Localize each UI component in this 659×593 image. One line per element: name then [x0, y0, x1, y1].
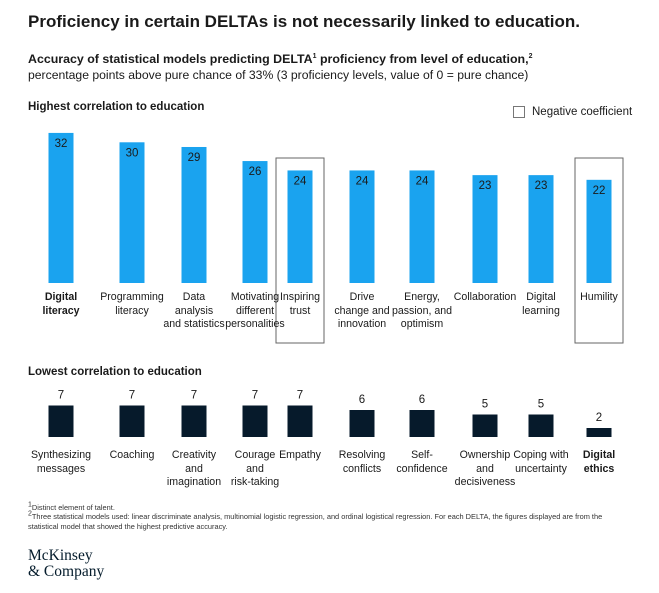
low-label-self-confidence: Self- confidence — [396, 449, 448, 475]
footnote-2-marker: 2 — [28, 510, 32, 518]
high-value-data-analysis: 29 — [188, 152, 201, 164]
high-bar-drive-change — [349, 170, 375, 283]
high-bar-programming-literacy — [119, 142, 145, 283]
low-bar-synthesizing — [48, 405, 74, 437]
low-value-self-confidence: 6 — [419, 394, 425, 406]
low-bar-courage — [242, 405, 268, 437]
subtitle-footnote-marker-1: 1 — [312, 52, 317, 60]
footnote-1-marker: 1 — [28, 501, 32, 509]
low-label-resolving-conflicts: Resolving conflicts — [338, 449, 386, 475]
high-value-programming-literacy: 30 — [126, 147, 139, 159]
low-bar-self-confidence — [409, 410, 435, 437]
high-value-humility: 22 — [593, 185, 606, 197]
low-value-coaching: 7 — [129, 390, 135, 402]
legend-swatch-negative — [513, 106, 525, 118]
bar-charts: 32 30 29 26 24 24 24 23 23 22 7 7 7 7 7 6 6 5 5 2 — [48, 132, 624, 437]
high-value-energy-passion: 24 — [416, 175, 429, 187]
low-bar-coaching — [119, 405, 145, 437]
high-value-motivating: 26 — [249, 166, 262, 178]
high-bar-data-analysis — [181, 146, 207, 283]
legend-label: Negative coefficient — [532, 106, 633, 118]
low-bar-creativity — [181, 405, 207, 437]
high-label-motivating: Motivating different personalities — [225, 291, 285, 330]
section-title-lowest: Lowest correlation to education — [28, 366, 202, 378]
low-bar-empathy — [287, 405, 313, 437]
high-bar-energy-passion — [409, 170, 435, 283]
low-value-creativity: 7 — [191, 390, 197, 402]
low-label-creativity: Creativity and imagination — [166, 449, 222, 488]
low-value-courage: 7 — [252, 390, 258, 402]
high-value-drive-change: 24 — [356, 175, 369, 187]
high-bar-motivating — [242, 161, 268, 283]
high-label-programming-literacy: Programming literacy — [100, 291, 164, 317]
high-bar-digital-learning — [528, 175, 554, 283]
high-negative-outline-inspiring-trust — [275, 157, 325, 344]
high-label-energy-passion: Energy, passion, and optimism — [391, 291, 453, 330]
high-label-humility: Humility — [580, 291, 618, 303]
high-bar-humility — [586, 179, 612, 283]
high-negative-outline-humility — [574, 157, 624, 344]
high-label-inspiring-trust: Inspiring trust — [279, 291, 321, 317]
low-label-coping: Coping with uncertainty — [513, 449, 569, 475]
low-value-resolving-conflicts: 6 — [359, 394, 365, 406]
high-label-data-analysis: Data analysis and statistics — [163, 291, 225, 330]
high-label-digital-learning: Digital learning — [522, 291, 560, 317]
low-label-synthesizing: Synthesizing messages — [30, 449, 92, 475]
low-value-empathy: 7 — [297, 390, 303, 402]
high-bar-inspiring-trust — [287, 170, 313, 283]
low-value-digital-ethics: 2 — [596, 412, 602, 424]
high-bar-digital-literacy — [48, 132, 74, 283]
legend: Negative coefficient — [513, 106, 632, 118]
low-value-synthesizing: 7 — [58, 390, 64, 402]
high-value-collaboration: 23 — [479, 180, 492, 192]
low-label-empathy: Empathy — [279, 449, 321, 461]
low-bar-resolving-conflicts — [349, 410, 375, 437]
subtitle-part-1: Accuracy of statistical models predictin… — [28, 52, 313, 66]
high-value-digital-learning: 23 — [535, 180, 548, 192]
low-value-ownership: 5 — [482, 399, 488, 411]
low-bar-digital-ethics — [586, 428, 612, 437]
high-bar-collaboration — [472, 175, 498, 283]
high-label-drive-change: Drive change and innovation — [334, 291, 390, 330]
chart-headline: Proficiency in certain DELTAs is not nec… — [28, 12, 581, 31]
chart-subtitle: Accuracy of statistical models predictin… — [28, 52, 532, 66]
low-bar-ownership — [472, 414, 498, 437]
low-label-ownership: Ownership and decisiveness — [454, 449, 516, 488]
low-label-coaching: Coaching — [109, 449, 155, 461]
section-title-highest: Highest correlation to education — [28, 101, 205, 113]
footnote-2-text: Three statistical models used: linear di… — [28, 512, 603, 531]
chart-subtitle-line-2: percentage points above pure chance of 3… — [28, 68, 529, 82]
high-label-collaboration: Collaboration — [453, 291, 517, 303]
high-label-digital-literacy: Digital literacy — [42, 291, 80, 317]
low-label-digital-ethics: Digital ethics — [582, 449, 616, 475]
footnote-1: 1Distinct element of talent. — [28, 501, 115, 512]
high-value-inspiring-trust: 24 — [294, 175, 307, 187]
footnote-2: 2Three statistical models used: linear d… — [28, 510, 628, 531]
high-value-digital-literacy: 32 — [55, 138, 68, 150]
footnote-1-text: Distinct element of talent. — [31, 503, 115, 512]
low-label-courage: Courage and risk-taking — [230, 449, 280, 488]
subtitle-part-2: proficiency from level of education, — [316, 52, 529, 66]
low-bar-coping — [528, 414, 554, 437]
subtitle-footnote-marker-2: 2 — [528, 52, 533, 60]
low-value-coping: 5 — [538, 399, 544, 411]
mckinsey-logo: McKinsey & Company — [28, 547, 105, 580]
